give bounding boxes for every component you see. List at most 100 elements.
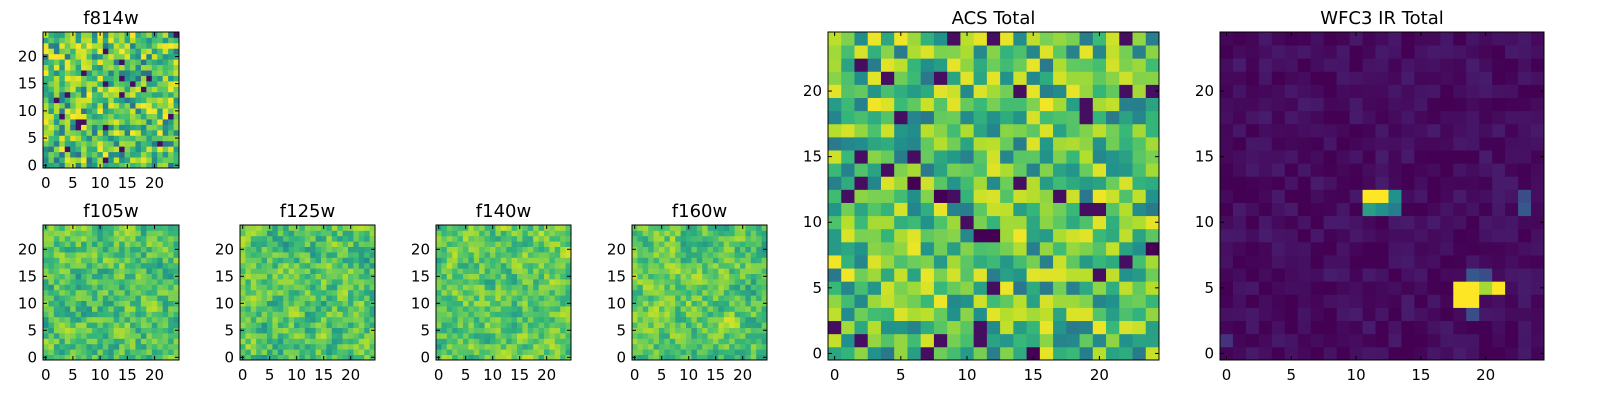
- heatmap-cell: [124, 252, 131, 258]
- heatmap-cell: [1000, 123, 1014, 138]
- heatmap-cell: [538, 338, 545, 345]
- heatmap-cell: [1362, 136, 1376, 151]
- heatmap-cell: [240, 338, 246, 345]
- heatmap-cell: [473, 252, 480, 258]
- heatmap-cell: [1388, 215, 1402, 230]
- heatmap-cell: [920, 110, 935, 125]
- heatmap-cell: [59, 235, 66, 242]
- heatmap-cell: [653, 241, 660, 247]
- heatmap-cell: [299, 316, 306, 323]
- heatmap-cell: [707, 235, 714, 242]
- heatmap-cell: [250, 246, 257, 253]
- heatmap-cell: [960, 110, 975, 125]
- heatmap-cell: [664, 241, 671, 247]
- heatmap-cell: [124, 75, 131, 82]
- heatmap-cell: [854, 58, 869, 72]
- heatmap-cell: [91, 48, 98, 55]
- heatmap-cell: [707, 273, 714, 280]
- heatmap-cell: [1258, 32, 1273, 46]
- heatmap-cell: [1323, 189, 1338, 203]
- heatmap-cell: [326, 333, 333, 339]
- heatmap-cell: [240, 262, 246, 269]
- heatmap-cell: [517, 230, 523, 237]
- heatmap-cell: [75, 349, 82, 355]
- heatmap-cell: [146, 102, 153, 109]
- heatmap-cell: [1375, 58, 1389, 72]
- heatmap-cell: [1401, 241, 1415, 256]
- heatmap-cell: [675, 273, 681, 280]
- heatmap-cell: [108, 42, 115, 49]
- heatmap-cell: [500, 349, 507, 355]
- heatmap-cell: [331, 268, 338, 274]
- heatmap-cell: [315, 257, 322, 264]
- heatmap-cell: [1013, 255, 1027, 269]
- heatmap-cell: [457, 311, 464, 318]
- heatmap-cell: [135, 102, 142, 109]
- heatmap-cell: [81, 268, 87, 274]
- heatmap-cell: [43, 113, 49, 120]
- x-tick-label: 0: [238, 366, 248, 384]
- heatmap-cell: [261, 230, 268, 237]
- heatmap-cell: [1284, 189, 1299, 203]
- heatmap-cell: [1349, 333, 1363, 348]
- heatmap-cell: [841, 320, 855, 335]
- heatmap-cell: [495, 343, 502, 350]
- heatmap-cell: [157, 284, 164, 291]
- heatmap-cell: [1145, 189, 1160, 203]
- heatmap-cell: [86, 333, 93, 339]
- heatmap-cell: [522, 246, 529, 253]
- heatmap-cell: [331, 225, 338, 231]
- heatmap-cell: [696, 225, 703, 231]
- heatmap-cell: [446, 284, 453, 291]
- heatmap-cell: [1401, 32, 1415, 46]
- heatmap-cell: [250, 241, 257, 247]
- heatmap-cell: [761, 349, 768, 355]
- heatmap-cell: [358, 279, 365, 285]
- heatmap-cell: [157, 306, 164, 312]
- heatmap-cell: [124, 157, 131, 163]
- heatmap-cell: [495, 252, 502, 258]
- heatmap-cell: [1479, 123, 1493, 138]
- heatmap-cell: [146, 268, 153, 274]
- heatmap-cell: [632, 230, 638, 237]
- heatmap-cell: [294, 273, 300, 280]
- heatmap-cell: [91, 162, 98, 169]
- heatmap-cell: [457, 289, 464, 296]
- heatmap-cell: [310, 246, 316, 253]
- heatmap-cell: [854, 123, 869, 138]
- heatmap-cell: [64, 333, 71, 339]
- heatmap-cell: [986, 215, 1001, 230]
- heatmap-cell: [750, 246, 757, 253]
- heatmap-cell: [854, 71, 869, 85]
- heatmap-cell: [637, 273, 644, 280]
- heatmap-cell: [669, 327, 676, 334]
- heatmap-cell: [75, 42, 82, 49]
- heatmap-cell: [348, 327, 354, 334]
- heatmap-cell: [1505, 189, 1519, 203]
- heatmap-cell: [162, 53, 169, 60]
- heatmap-cell: [168, 268, 174, 274]
- heatmap-cell: [91, 295, 98, 301]
- heatmap-cell: [108, 64, 115, 71]
- heatmap-cell: [272, 268, 279, 274]
- heatmap-cell: [272, 230, 279, 237]
- heatmap-cell: [1414, 123, 1428, 138]
- y-tick-label: 20: [18, 240, 37, 258]
- heatmap-cell: [130, 151, 136, 158]
- heatmap-cell: [91, 284, 98, 291]
- heatmap-cell: [1232, 268, 1247, 282]
- heatmap-cell: [113, 225, 120, 231]
- heatmap-cell: [653, 257, 660, 264]
- heatmap-cell: [1119, 281, 1133, 295]
- heatmap-cell: [261, 252, 268, 258]
- heatmap-cell: [135, 284, 142, 291]
- heatmap-cell: [713, 273, 719, 280]
- heatmap-cell: [1039, 215, 1054, 230]
- heatmap-cell: [86, 327, 93, 334]
- heatmap-cell: [484, 257, 491, 264]
- heatmap-cell: [1220, 255, 1234, 269]
- heatmap-cell: [113, 86, 120, 93]
- heatmap-cell: [1453, 150, 1467, 164]
- heatmap-cell: [1362, 346, 1376, 361]
- heatmap-cell: [59, 284, 66, 291]
